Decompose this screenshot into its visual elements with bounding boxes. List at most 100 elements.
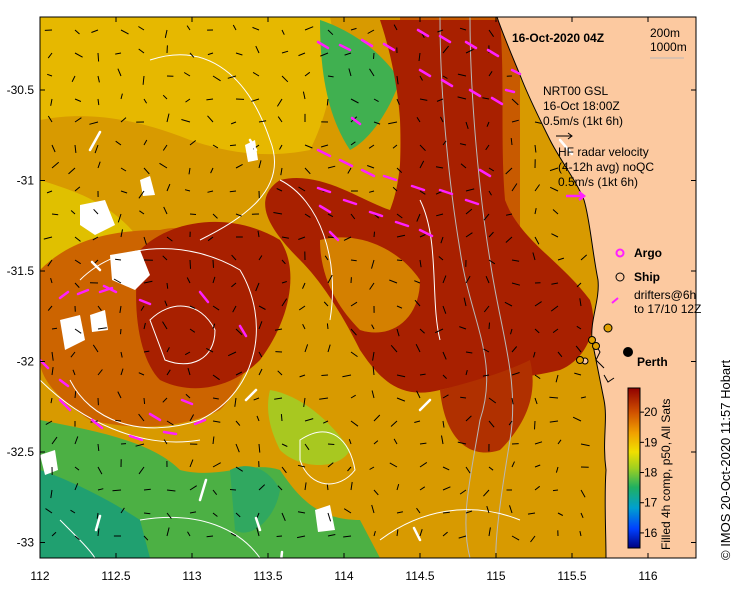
current-arrow	[550, 305, 559, 312]
current-arrow	[189, 485, 197, 491]
current-arrow	[549, 167, 559, 172]
current-arrow	[51, 327, 58, 330]
drifter-legend-line-2: to 17/10 12Z	[634, 302, 701, 316]
current-arrow	[281, 298, 288, 307]
current-arrow	[442, 511, 450, 514]
current-arrow	[465, 208, 473, 215]
current-arrow	[396, 328, 400, 337]
current-arrow	[327, 75, 334, 78]
current-arrow	[505, 213, 513, 216]
current-arrow	[580, 443, 590, 447]
x-tick-label: 115	[486, 569, 505, 583]
y-tick-label: -33	[17, 536, 35, 550]
current-arrow	[488, 259, 496, 265]
current-arrow	[465, 351, 473, 354]
current-arrow	[188, 167, 191, 175]
current-arrow	[143, 167, 150, 175]
current-arrow	[212, 323, 216, 330]
current-arrow	[281, 236, 289, 239]
current-arrow	[273, 212, 283, 215]
current-arrow	[232, 24, 237, 31]
current-arrow	[47, 52, 53, 59]
current-arrow	[416, 507, 421, 514]
current-arrow	[51, 351, 54, 361]
current-arrow	[369, 466, 375, 470]
current-arrow	[166, 282, 169, 289]
current-arrow	[159, 162, 168, 169]
current-arrow	[50, 277, 53, 284]
current-arrow	[142, 75, 145, 85]
current-arrow	[143, 98, 148, 104]
current-arrow	[419, 486, 426, 491]
current-arrow	[343, 535, 352, 538]
current-arrow	[551, 282, 559, 285]
current-arrow	[235, 466, 243, 472]
current-arrow	[297, 535, 306, 539]
current-arrow	[465, 369, 468, 376]
current-arrow	[189, 328, 196, 333]
current-arrow	[465, 232, 473, 238]
current-arrow	[414, 299, 421, 307]
current-arrow	[138, 190, 145, 199]
current-arrow	[255, 282, 260, 292]
current-arrow	[373, 530, 376, 537]
current-arrow	[510, 328, 513, 335]
sst-green-patch-center	[268, 390, 350, 465]
current-arrow	[327, 344, 331, 353]
current-arrow	[327, 443, 335, 445]
current-arrow	[298, 186, 306, 192]
x-axis: 112 112.5 113 113.5 114 114.5 115 115.5 116	[30, 17, 658, 583]
current-arrow	[304, 71, 311, 77]
current-arrow	[416, 390, 421, 399]
current-arrow	[97, 98, 100, 106]
current-arrow	[276, 188, 283, 192]
current-arrow	[396, 167, 403, 173]
current-arrow	[120, 328, 122, 335]
current-arrow	[302, 323, 306, 330]
current-arrow	[255, 45, 260, 54]
current-arrow	[235, 328, 243, 336]
current-arrow	[72, 369, 76, 376]
current-arrow	[572, 416, 582, 422]
current-arrow	[416, 213, 421, 222]
current-arrow	[414, 280, 421, 284]
current-arrow	[482, 97, 490, 100]
y-tick-label: -30.5	[7, 83, 35, 97]
current-arrow	[281, 443, 288, 447]
current-arrow	[298, 52, 306, 57]
current-arrow	[350, 301, 358, 307]
current-arrow	[367, 29, 375, 34]
current-arrow	[210, 167, 214, 174]
current-arrow	[320, 144, 329, 148]
current-arrow	[419, 529, 423, 537]
current-arrow	[511, 461, 515, 468]
current-arrow	[534, 420, 536, 430]
current-arrow	[369, 68, 375, 77]
current-arrow	[304, 418, 314, 422]
current-arrow	[281, 50, 289, 54]
current-arrow	[437, 29, 444, 33]
current-arrow	[74, 52, 83, 58]
current-arrow	[440, 116, 444, 123]
current-arrow	[465, 121, 469, 129]
current-arrow	[534, 441, 543, 445]
current-arrow	[258, 351, 263, 358]
current-arrow	[463, 297, 467, 307]
current-arrow	[511, 98, 519, 106]
y-tick-label: -31	[17, 174, 35, 188]
current-arrow	[483, 305, 490, 313]
current-arrow	[485, 144, 490, 151]
sst-cool-patch-south	[40, 470, 150, 558]
current-arrow	[212, 276, 216, 284]
current-arrow	[47, 259, 53, 267]
current-arrow	[527, 512, 536, 515]
colorbar-tick-label: 19	[644, 435, 658, 449]
current-arrow	[50, 489, 53, 499]
current-arrow	[442, 420, 445, 428]
current-arrow	[511, 346, 518, 353]
x-tick-label: 113.5	[253, 569, 282, 583]
current-arrow	[97, 488, 104, 491]
current-arrow	[97, 369, 103, 376]
current-arrow	[97, 305, 102, 311]
current-arrow	[459, 143, 467, 146]
